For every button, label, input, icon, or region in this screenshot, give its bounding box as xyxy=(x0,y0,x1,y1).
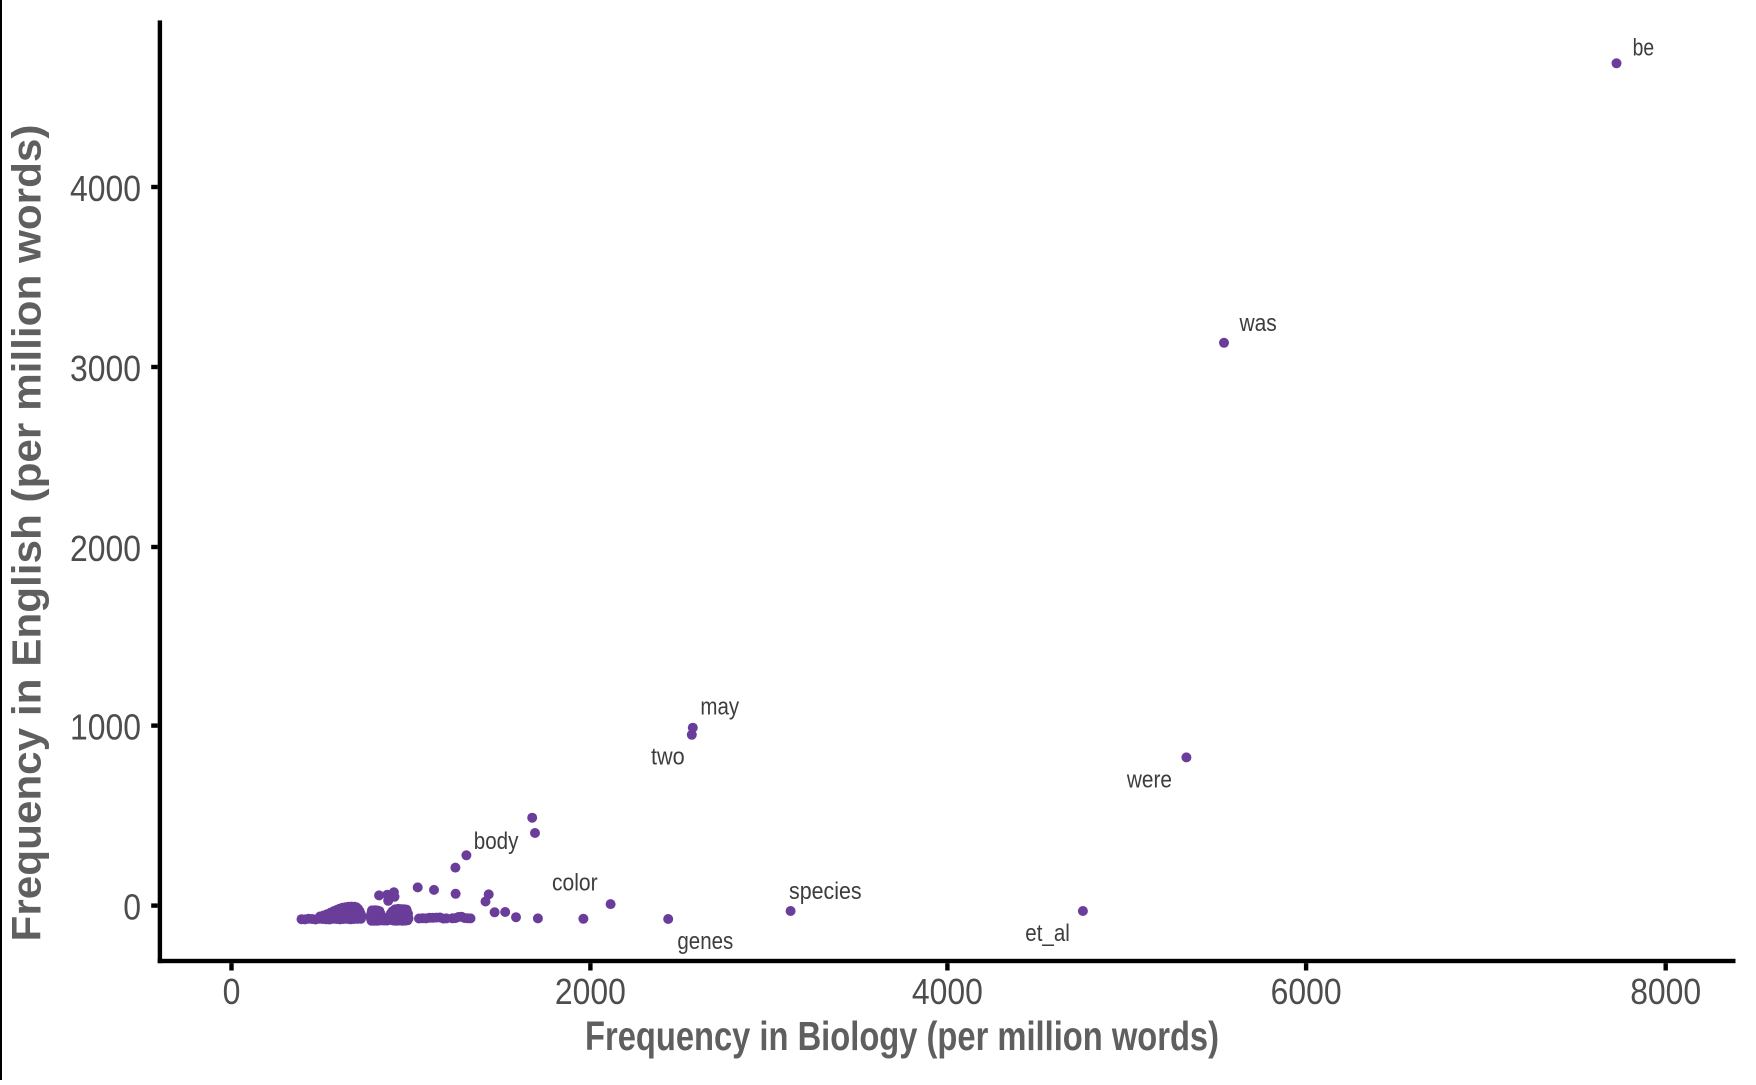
svg-text:2000: 2000 xyxy=(555,971,626,1012)
svg-text:4000: 4000 xyxy=(912,971,983,1012)
svg-text:0: 0 xyxy=(223,971,241,1012)
svg-text:Frequency in English (per mill: Frequency in English (per million words) xyxy=(4,124,50,941)
svg-text:body: body xyxy=(474,828,519,855)
svg-text:2000: 2000 xyxy=(70,528,141,569)
svg-text:genes: genes xyxy=(677,928,733,955)
svg-text:may: may xyxy=(700,693,739,720)
svg-text:two: two xyxy=(651,743,685,770)
svg-text:was: was xyxy=(1239,310,1277,337)
svg-text:species: species xyxy=(789,878,862,905)
svg-text:6000: 6000 xyxy=(1271,971,1342,1012)
svg-text:4000: 4000 xyxy=(70,168,141,209)
svg-text:color: color xyxy=(552,870,598,897)
svg-text:8000: 8000 xyxy=(1630,971,1701,1012)
svg-text:Frequency in Biology (per mill: Frequency in Biology (per million words) xyxy=(585,1013,1219,1059)
svg-text:3000: 3000 xyxy=(70,348,141,389)
svg-text:et_al: et_al xyxy=(1025,920,1070,947)
svg-text:were: were xyxy=(1126,766,1172,793)
svg-text:0: 0 xyxy=(123,887,141,928)
svg-text:be: be xyxy=(1633,35,1655,62)
svg-text:1000: 1000 xyxy=(70,707,141,748)
